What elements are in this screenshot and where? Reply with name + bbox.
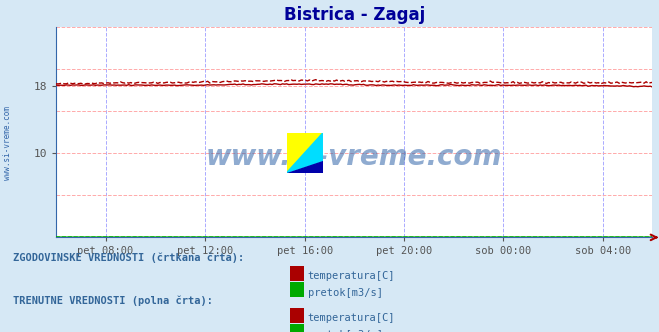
Polygon shape — [287, 133, 323, 173]
Text: pretok[m3/s]: pretok[m3/s] — [308, 330, 383, 332]
Text: TRENUTNE VREDNOSTI (polna črta):: TRENUTNE VREDNOSTI (polna črta): — [13, 295, 213, 306]
Text: temperatura[C]: temperatura[C] — [308, 271, 395, 281]
Text: www.si-vreme.com: www.si-vreme.com — [206, 143, 502, 171]
Title: Bistrica - Zagaj: Bistrica - Zagaj — [283, 6, 425, 24]
Polygon shape — [287, 133, 323, 173]
Text: ZGODOVINSKE VREDNOSTI (črtkana črta):: ZGODOVINSKE VREDNOSTI (črtkana črta): — [13, 252, 244, 263]
Text: www.si-vreme.com: www.si-vreme.com — [3, 106, 13, 180]
Text: temperatura[C]: temperatura[C] — [308, 313, 395, 323]
Polygon shape — [287, 161, 323, 173]
Text: pretok[m3/s]: pretok[m3/s] — [308, 288, 383, 298]
